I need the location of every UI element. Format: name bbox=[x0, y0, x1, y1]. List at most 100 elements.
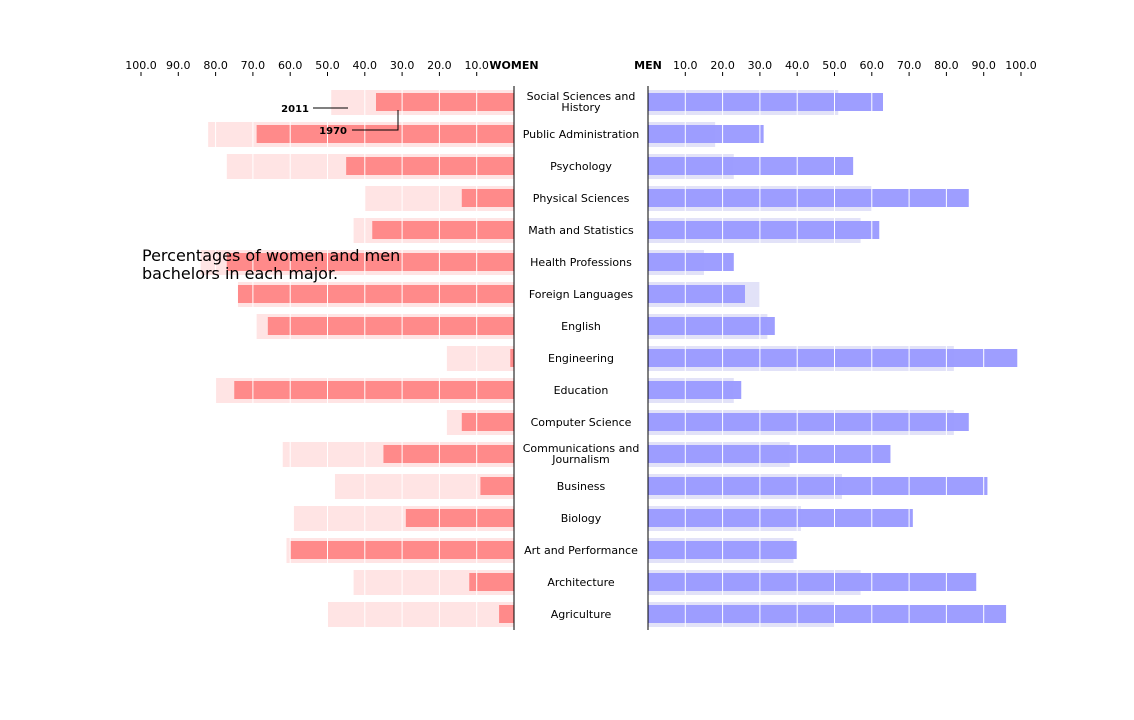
women-axis-label: WOMEN bbox=[489, 59, 538, 72]
category-label-social-sciences-and-history: Social Sciences and History bbox=[527, 90, 636, 114]
category-label-foreign-languages: Foreign Languages bbox=[529, 288, 634, 301]
bar-men-2011-english bbox=[648, 317, 775, 335]
tick-label-women-40: 40.0 bbox=[353, 59, 378, 72]
tick-label-men-50: 50.0 bbox=[822, 59, 847, 72]
category-label-public-administration: Public Administration bbox=[523, 128, 640, 141]
category-label-line: English bbox=[561, 320, 601, 333]
category-label-line: Computer Science bbox=[531, 416, 632, 429]
bar-women-2011-architecture bbox=[469, 573, 514, 591]
men-2011-bars bbox=[648, 93, 1018, 623]
category-labels: Social Sciences and History Public Adminis… bbox=[523, 90, 640, 621]
bar-women-2011-computer-science bbox=[461, 413, 514, 431]
category-label-agriculture: Agriculture bbox=[551, 608, 612, 621]
bar-men-2011-math-and-statistics bbox=[648, 221, 880, 239]
bar-women-2011-social-sciences-and-history bbox=[375, 93, 514, 111]
annotations: 2011 1970 bbox=[281, 104, 399, 137]
category-label-business: Business bbox=[557, 480, 606, 493]
tick-label-men-10: 10.0 bbox=[673, 59, 698, 72]
tick-labels: 10.0 10.0 20.0 20.0 30.0 30.0 40.0 40.0 50.0 50.0… bbox=[125, 59, 1037, 76]
annotation-1970: 1970 bbox=[319, 126, 347, 137]
bar-women-2011-education bbox=[234, 381, 514, 399]
category-label-biology: Biology bbox=[561, 512, 602, 525]
category-label-math-and-statistics: Math and Statistics bbox=[528, 224, 634, 237]
bar-women-2011-math-and-statistics bbox=[372, 221, 514, 239]
bar-men-2011-social-sciences-and-history bbox=[648, 93, 883, 111]
bar-men-2011-architecture bbox=[648, 573, 977, 591]
annotation-1970-leader bbox=[352, 110, 399, 131]
tick-label-men-80: 80.0 bbox=[934, 59, 959, 72]
bar-men-2011-agriculture bbox=[648, 605, 1007, 623]
tick-label-men-30: 30.0 bbox=[748, 59, 773, 72]
category-label-communications-and-journalism: Communications and Journalism bbox=[523, 442, 640, 466]
category-label-computer-science: Computer Science bbox=[531, 416, 632, 429]
description-line-2: bachelors in each major. bbox=[142, 264, 338, 283]
bar-women-2011-physical-sciences bbox=[461, 189, 514, 207]
bar-women-2011-health-professions bbox=[226, 253, 515, 271]
bar-men-2011-public-administration bbox=[648, 125, 764, 143]
tick-label-men-100: 100.0 bbox=[1005, 59, 1037, 72]
bar-women-1970-agriculture bbox=[327, 602, 514, 627]
bar-women-2011-foreign-languages bbox=[237, 285, 515, 303]
tick-label-women-60: 60.0 bbox=[278, 59, 303, 72]
tick-label-women-30: 30.0 bbox=[390, 59, 415, 72]
bar-women-2011-biology bbox=[405, 509, 514, 527]
category-label-health-professions: Health Professions bbox=[530, 256, 632, 269]
bar-men-2011-computer-science bbox=[648, 413, 969, 431]
bar-women-2011-agriculture bbox=[499, 605, 514, 623]
bar-women-2011-engineering bbox=[510, 349, 514, 367]
axes bbox=[513, 86, 649, 630]
tick-label-men-60: 60.0 bbox=[860, 59, 885, 72]
bar-men-2011-physical-sciences bbox=[648, 189, 969, 207]
tick-label-women-90: 90.0 bbox=[166, 59, 191, 72]
bar-men-2011-education bbox=[648, 381, 742, 399]
tick-label-women-20: 20.0 bbox=[427, 59, 452, 72]
category-label-line: Journalism bbox=[551, 453, 610, 466]
category-label-line: Health Professions bbox=[530, 256, 632, 269]
bar-women-2011-communications-and-journalism bbox=[383, 445, 514, 463]
category-label-engineering: Engineering bbox=[548, 352, 614, 365]
tick-label-men-90: 90.0 bbox=[971, 59, 996, 72]
category-label-line: Biology bbox=[561, 512, 602, 525]
category-label-line: Physical Sciences bbox=[533, 192, 630, 205]
category-label-psychology: Psychology bbox=[550, 160, 612, 173]
bar-women-2011-business bbox=[480, 477, 514, 495]
tick-label-men-20: 20.0 bbox=[710, 59, 735, 72]
category-label-education: Education bbox=[554, 384, 609, 397]
category-label-art-and-performance: Art and Performance bbox=[524, 544, 638, 557]
gridlines bbox=[140, 86, 1022, 630]
category-label-english: English bbox=[561, 320, 601, 333]
men-axis-label: MEN bbox=[634, 59, 662, 72]
category-label-line: Psychology bbox=[550, 160, 612, 173]
bar-women-1970-engineering bbox=[446, 346, 514, 371]
bar-women-2011-english bbox=[267, 317, 514, 335]
women-2011-bars bbox=[226, 93, 515, 623]
category-label-line: Agriculture bbox=[551, 608, 612, 621]
chart-description: Percentages of women and men bachelors i… bbox=[142, 246, 405, 283]
bar-men-2011-biology bbox=[648, 509, 913, 527]
tick-label-men-70: 70.0 bbox=[897, 59, 922, 72]
category-label-line: Architecture bbox=[547, 576, 615, 589]
description-line-1: Percentages of women and men bbox=[142, 246, 400, 265]
category-label-line: Social Sciences and bbox=[527, 90, 636, 103]
bar-men-2011-health-professions bbox=[648, 253, 734, 271]
category-label-line: Engineering bbox=[548, 352, 614, 365]
category-label-line: Public Administration bbox=[523, 128, 640, 141]
bar-men-2011-communications-and-journalism bbox=[648, 445, 891, 463]
category-label-line: History bbox=[561, 101, 601, 114]
tick-label-women-70: 70.0 bbox=[241, 59, 266, 72]
category-label-line: Foreign Languages bbox=[529, 288, 634, 301]
annotation-2011: 2011 bbox=[281, 104, 309, 115]
bar-women-2011-psychology bbox=[346, 157, 514, 175]
bar-men-2011-foreign-languages bbox=[648, 285, 745, 303]
category-label-line: Art and Performance bbox=[524, 544, 638, 557]
tick-label-women-10: 10.0 bbox=[464, 59, 489, 72]
category-label-line: Education bbox=[554, 384, 609, 397]
bar-women-2011-public-administration bbox=[256, 125, 514, 143]
tick-label-women-100: 100.0 bbox=[125, 59, 157, 72]
bar-men-2011-engineering bbox=[648, 349, 1018, 367]
bar-men-2011-business bbox=[648, 477, 988, 495]
category-label-architecture: Architecture bbox=[547, 576, 615, 589]
tick-label-women-50: 50.0 bbox=[315, 59, 340, 72]
category-label-line: Business bbox=[557, 480, 606, 493]
